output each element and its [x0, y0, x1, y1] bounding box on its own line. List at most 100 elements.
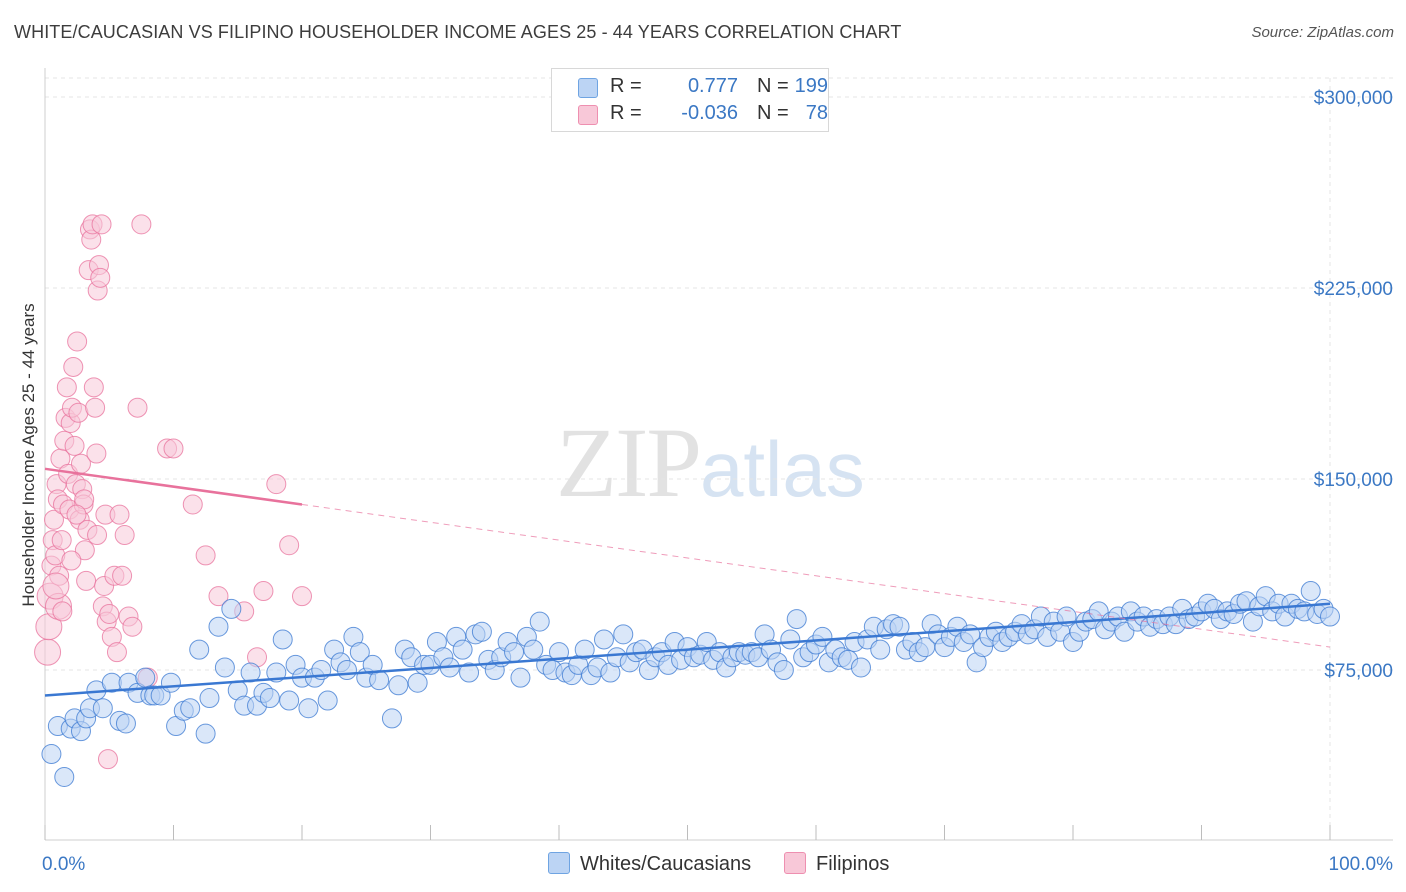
point-whites [388, 675, 409, 696]
point-filipinos [51, 530, 72, 551]
point-filipinos [90, 267, 111, 288]
watermark-zip: ZIP [556, 407, 702, 518]
point-filipinos [87, 525, 108, 546]
grid [45, 77, 1393, 840]
bottom-legend-label-whites: Whites/Caucasians [580, 853, 752, 875]
point-whites [459, 662, 480, 683]
point-whites [549, 642, 569, 663]
point-whites [336, 660, 357, 680]
point-whites [574, 639, 595, 660]
watermark: ZIPatlas [556, 405, 865, 520]
point-whites [504, 642, 525, 663]
point-whites [889, 616, 910, 637]
point-whites [195, 723, 216, 744]
point-filipinos [85, 397, 106, 418]
point-whites [780, 629, 801, 650]
point-whites [773, 660, 794, 680]
legend-r-value: -0.036 [681, 102, 738, 124]
point-filipinos [34, 638, 62, 666]
axes [44, 68, 1393, 841]
point-whites [870, 639, 891, 660]
point-whites [317, 690, 338, 711]
bottom-legend-filipinos: Filipinos [784, 852, 889, 876]
point-filipinos [131, 214, 152, 235]
point-whites [452, 639, 473, 660]
point-filipinos [68, 402, 89, 423]
point-filipinos [43, 509, 64, 530]
series-filipinos [34, 214, 312, 770]
point-filipinos [109, 504, 130, 525]
point-filipinos [56, 377, 77, 398]
point-whites [272, 629, 293, 650]
point-filipinos [208, 586, 229, 607]
point-whites [189, 639, 210, 660]
point-filipinos [64, 435, 85, 456]
point-whites [266, 662, 287, 683]
y-tick-label: $300,000 [1314, 88, 1393, 109]
legend-r-value: 0.777 [687, 75, 738, 97]
y-axis-title: Householder Income Ages 25 - 44 years [19, 303, 38, 606]
point-whites [1320, 606, 1340, 627]
bottom-legend-swatch-whites [548, 852, 570, 874]
point-filipinos [91, 214, 112, 235]
point-whites [786, 609, 807, 630]
legend-r-label: R = [610, 102, 642, 124]
point-filipinos [66, 504, 87, 525]
bottom-legend-label-filipinos: Filipinos [816, 853, 890, 875]
point-whites [593, 629, 614, 650]
point-whites [92, 698, 113, 719]
legend-n-value: 199 [794, 75, 828, 97]
point-whites [54, 766, 75, 787]
y-tick-label: $75,000 [1324, 661, 1393, 682]
trend-line-filipinos-extension [301, 503, 1331, 648]
point-filipinos [67, 331, 88, 352]
point-filipinos [86, 443, 107, 464]
trend-lines [44, 467, 1331, 697]
point-filipinos [76, 570, 97, 591]
point-filipinos [114, 525, 135, 546]
point-filipinos [292, 586, 312, 607]
point-whites [214, 657, 235, 678]
legend-n-label: N = [757, 102, 789, 124]
point-whites [407, 672, 428, 693]
point-whites [369, 670, 390, 691]
point-filipinos [266, 474, 287, 495]
point-filipinos [112, 565, 133, 586]
point-filipinos [127, 397, 148, 418]
point-whites [812, 626, 833, 647]
y-tick-label: $150,000 [1314, 470, 1393, 491]
point-whites [135, 667, 156, 688]
point-filipinos [63, 356, 84, 377]
point-filipinos [279, 535, 300, 556]
point-whites [180, 698, 201, 719]
point-whites [279, 690, 300, 711]
point-whites [529, 611, 550, 632]
point-whites [208, 616, 229, 637]
point-filipinos [99, 603, 120, 624]
legend-r-label: R = [610, 75, 642, 97]
y-tick-label: $225,000 [1314, 279, 1393, 300]
chart-title: WHITE/CAUCASIAN VS FILIPINO HOUSEHOLDER … [14, 22, 902, 42]
bottom-legend-swatch-filipinos [784, 852, 806, 874]
bottom-legend-whites: Whites/Caucasians [548, 852, 751, 876]
point-whites [259, 688, 280, 709]
point-whites [381, 708, 402, 729]
legend-n-value: 78 [805, 102, 828, 124]
point-filipinos [83, 377, 104, 398]
series-whites [41, 581, 1340, 787]
point-whites [510, 667, 531, 688]
trend-line-filipinos [44, 467, 303, 506]
point-whites [115, 713, 136, 734]
point-filipinos [253, 581, 274, 602]
point-whites [471, 621, 492, 642]
stats-legend: R = 0.777 N = 199 R = -0.036 N = 78 [551, 68, 829, 132]
trend-line-whites [44, 602, 1331, 697]
point-filipinos [195, 545, 216, 566]
point-filipinos [97, 749, 118, 770]
point-whites [221, 598, 242, 619]
x-tick-label-min: 0.0% [42, 854, 85, 875]
point-filipinos [52, 601, 73, 622]
axis-labels: $75,000 $150,000 $225,000 $300,000 0.0% 100.0… [19, 88, 1393, 875]
point-filipinos [122, 616, 143, 637]
